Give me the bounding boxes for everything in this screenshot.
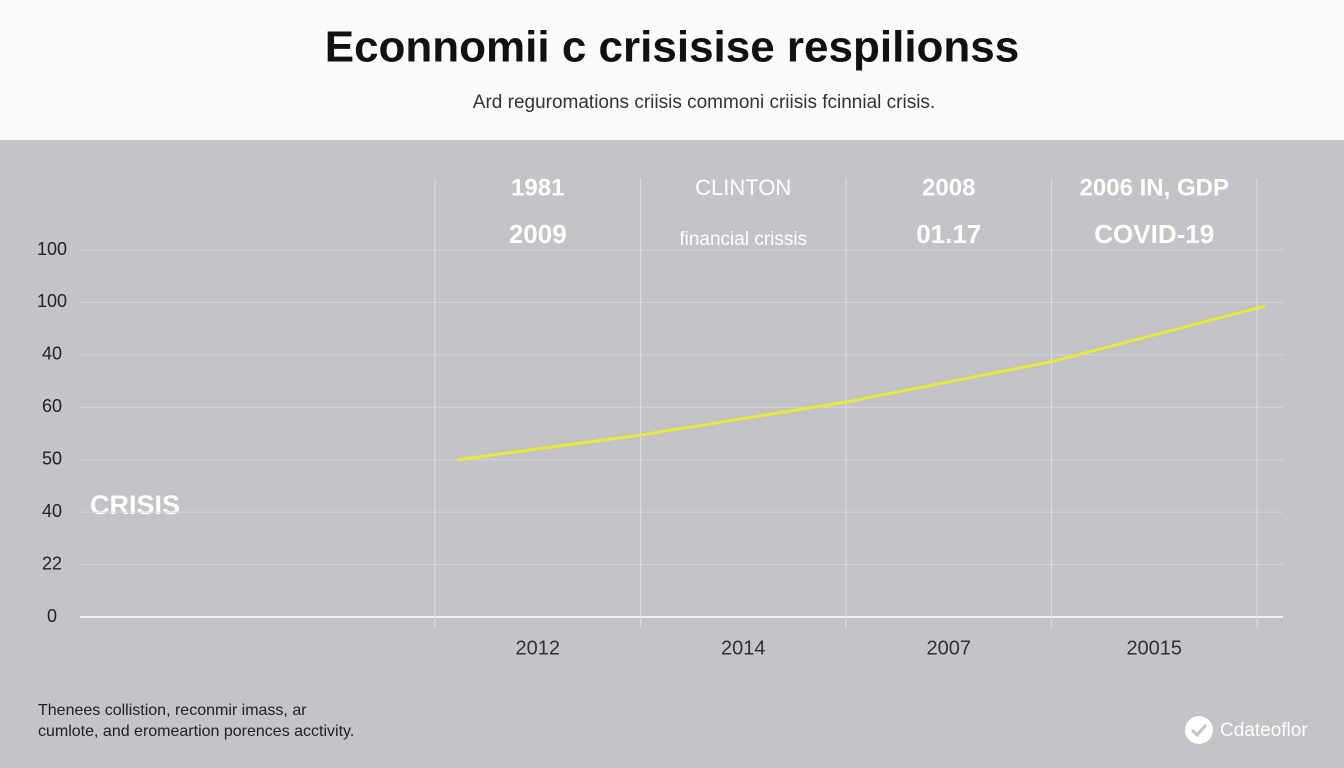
y-tick-label: 0 [47,606,57,626]
logo-icon [1185,716,1213,744]
header-bg [0,0,1344,140]
subtitle: Ard reguromations criisis commoni criisi… [473,92,935,113]
y-tick-label: 100 [37,291,67,311]
plot-bg [0,140,1344,768]
y-tick-label: 50 [42,448,62,468]
x-tick-label: 2012 [516,637,561,659]
logo: Cdateoflor [1220,720,1308,741]
data-line [457,304,1266,462]
x-tick-label: 20015 [1126,637,1182,659]
x-tick-label: 2014 [721,637,766,659]
column-subheader: COVID-19 [1094,219,1214,249]
y-tick-label: 40 [42,501,62,521]
column-subheader: financial crissis [679,229,807,250]
column-header: 2008 [922,174,975,201]
column-header: 1981 [511,174,564,201]
annotation: CRISIS [90,490,180,520]
column-header: 2006 IN, GDP [1080,174,1229,201]
x-tick-label: 2007 [927,637,972,659]
logo-check [1190,723,1208,738]
y-tick-label: 60 [42,396,62,416]
footnote: Thenees collistion, reconmir imass, ar [38,702,307,719]
column-header: CLINTON [695,175,791,200]
footnote: cumlote, and eromeartion porences acctiv… [38,723,354,740]
y-tick-label: 40 [42,344,62,364]
chart-title: Econnomii c crisisise respilionss [325,23,1020,72]
column-subheader: 01.17 [916,219,981,249]
y-tick-label: 100 [37,239,67,259]
y-tick-label: 22 [42,553,62,573]
column-subheader: 2009 [509,219,567,249]
